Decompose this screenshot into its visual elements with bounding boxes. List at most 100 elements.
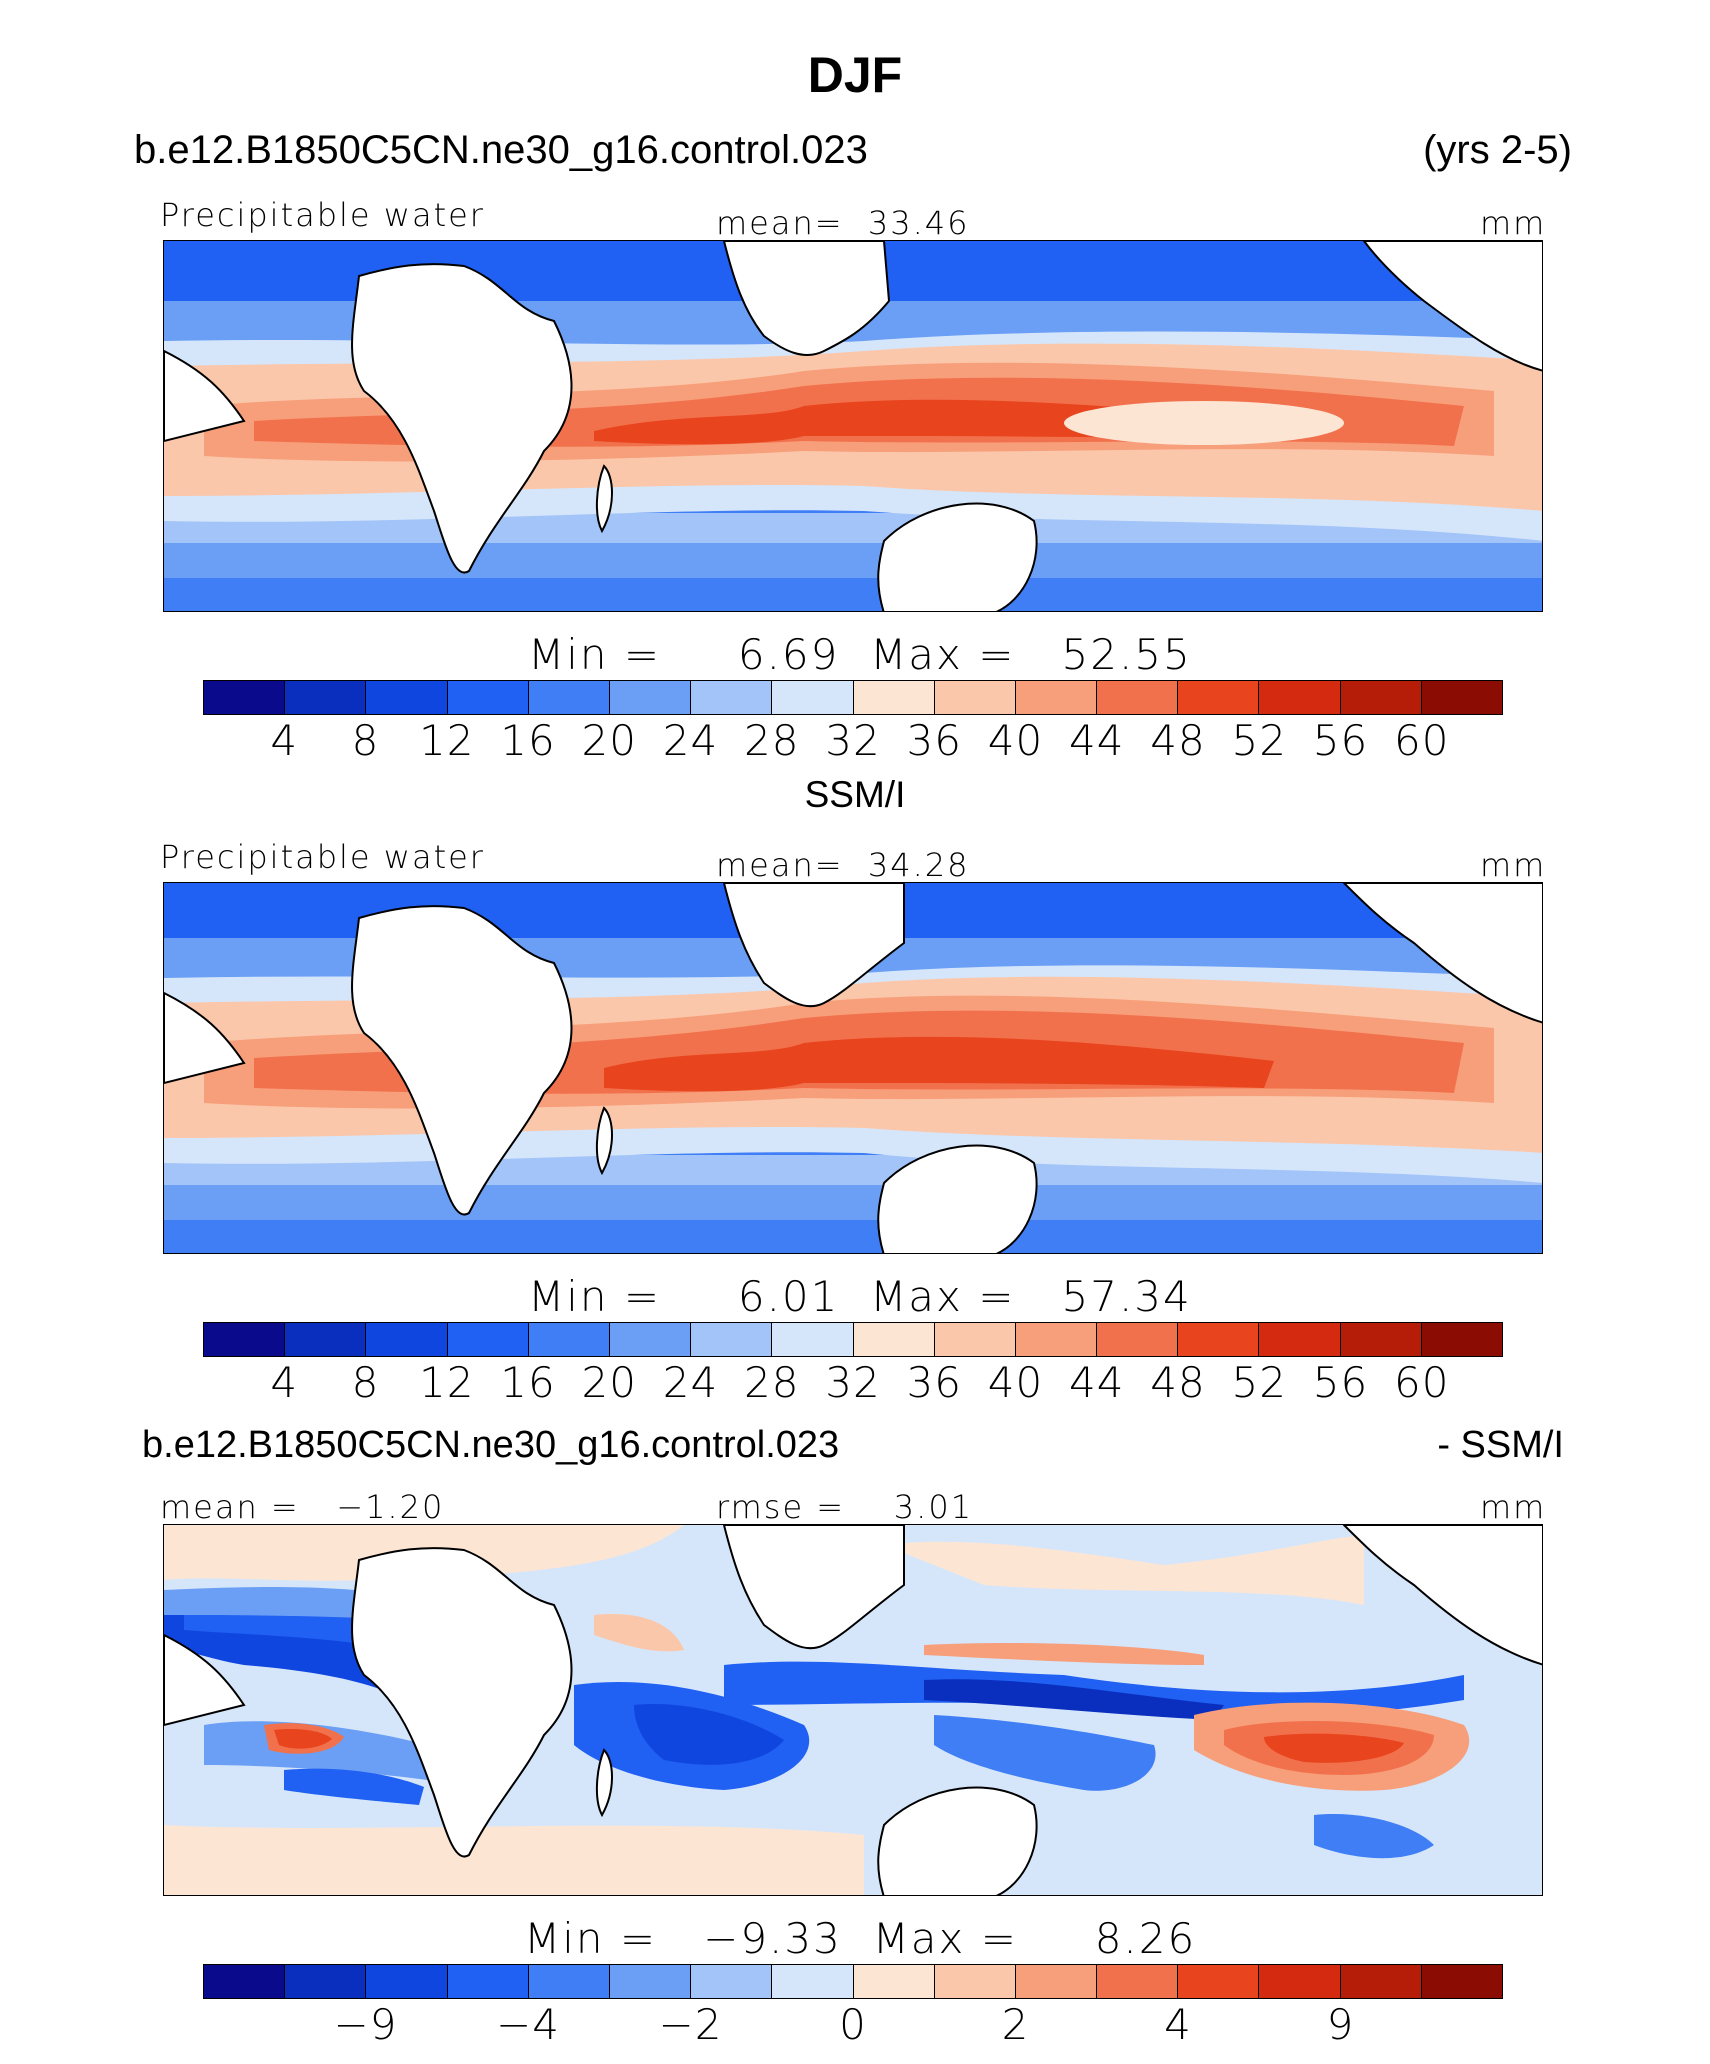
panel1-field <box>164 241 1542 611</box>
colorbar-box <box>609 1323 692 1356</box>
panel3-rmse-value: 3.01 <box>893 1488 974 1526</box>
colorbar-box <box>528 1323 610 1356</box>
panel2-mean: mean= 34.28 <box>716 846 970 884</box>
colorbar-tick-label: −4 <box>496 2000 560 2049</box>
panel1-colorbar <box>203 680 1503 715</box>
panel3-rmse: rmse = 3.01 <box>716 1488 973 1526</box>
colorbar-box <box>204 681 286 714</box>
colorbar-box <box>1097 1965 1179 1998</box>
panel1-variable: Precipitable water <box>160 196 485 234</box>
panel3-units: mm <box>1480 1488 1547 1526</box>
colorbar-box <box>691 681 773 714</box>
panel2-colorbar-ticks: 4 8 12 16 20 24 28 32 36 40 44 48 52 56 60 <box>203 1358 1503 1408</box>
colorbar-box <box>1015 681 1098 714</box>
colorbar-tick-label: 20 <box>581 1358 637 1407</box>
colorbar-box <box>285 1965 367 1998</box>
colorbar-box <box>1015 1965 1098 1998</box>
colorbar-box <box>853 1965 935 1998</box>
colorbar-tick-label: 52 <box>1231 1358 1287 1407</box>
panel3-minmax: Min = −9.33 Max = 8.26 <box>524 1914 1196 1963</box>
colorbar-box <box>447 1965 529 1998</box>
colorbar-tick-label: 32 <box>825 1358 881 1407</box>
colorbar-box <box>1178 681 1260 714</box>
colorbar-tick-label: 52 <box>1231 716 1287 765</box>
colorbar-tick-label: 48 <box>1150 716 1206 765</box>
colorbar-box <box>1421 681 1502 714</box>
colorbar-tick-label: 12 <box>419 1358 475 1407</box>
colorbar-box <box>1097 681 1179 714</box>
colorbar-box <box>1259 1323 1341 1356</box>
colorbar-box <box>1421 1965 1502 1998</box>
colorbar-tick-label: 9 <box>1326 2000 1355 2049</box>
diff-suffix: - SSM/I <box>1437 1424 1564 1466</box>
colorbar-tick-label: −2 <box>658 2000 723 2049</box>
colorbar-box <box>204 1323 286 1356</box>
panel3-mean-label: mean = <box>160 1488 300 1526</box>
colorbar-box <box>1259 681 1341 714</box>
panel2-min-value: 6.01 <box>737 1272 840 1321</box>
panel2-variable: Precipitable water <box>160 838 485 876</box>
colorbar-tick-label: 60 <box>1394 716 1450 765</box>
panel3-mean: mean = −1.20 <box>160 1488 444 1526</box>
panel1-mean-label: mean= <box>716 204 844 242</box>
colorbar-box <box>1340 1965 1422 1998</box>
colorbar-box <box>934 681 1016 714</box>
colorbar-box <box>204 1965 286 1998</box>
colorbar-box <box>772 681 854 714</box>
panel3-max-value: 8.26 <box>1094 1914 1197 1963</box>
colorbar-box <box>366 681 448 714</box>
colorbar-tick-label: 40 <box>987 716 1044 765</box>
colorbar-tick-label: 4 <box>270 716 299 765</box>
colorbar-tick-label: −9 <box>333 2000 398 2049</box>
panel1-max-label: Max = <box>870 630 1016 679</box>
colorbar-box <box>934 1965 1016 1998</box>
colorbar-box <box>1421 1323 1502 1356</box>
panel3-map <box>163 1524 1543 1896</box>
colorbar-box <box>1340 681 1422 714</box>
panel2-colorbar <box>203 1322 1503 1357</box>
colorbar-box <box>447 681 529 714</box>
panel3-field <box>164 1525 1542 1895</box>
colorbar-tick-label: 4 <box>1164 2000 1192 2049</box>
colorbar-box <box>772 1965 854 1998</box>
diff-case-name: b.e12.B1850C5CN.ne30_g16.control.023 <box>142 1424 840 1466</box>
panel2-minmax: Min = 6.01 Max = 57.34 <box>528 1272 1192 1321</box>
panel3-max-label: Max = <box>872 1914 1018 1963</box>
case-name: b.e12.B1850C5CN.ne30_g16.control.023 <box>134 128 868 172</box>
panel2-map <box>163 882 1543 1254</box>
colorbar-box <box>1097 1323 1179 1356</box>
colorbar-box <box>447 1323 529 1356</box>
colorbar-tick-label: 8 <box>351 1358 380 1407</box>
panel3-min-value: −9.33 <box>703 1914 842 1963</box>
panel3-colorbar <box>203 1964 1503 1999</box>
panel1-max-value: 52.55 <box>1061 630 1192 679</box>
colorbar-tick-label: 36 <box>906 716 962 765</box>
panel1-units: mm <box>1480 204 1547 242</box>
colorbar-tick-label: 32 <box>825 716 881 765</box>
colorbar-box <box>691 1965 773 1998</box>
colorbar-tick-label: 16 <box>500 716 556 765</box>
panel2-field <box>164 883 1542 1253</box>
colorbar-tick-label: 56 <box>1312 1358 1369 1407</box>
panel3-mean-value: −1.20 <box>336 1488 445 1526</box>
colorbar-box <box>772 1323 854 1356</box>
colorbar-tick-label: 36 <box>906 1358 962 1407</box>
colorbar-box <box>285 1323 367 1356</box>
colorbar-tick-label: 44 <box>1069 716 1125 765</box>
colorbar-box <box>528 1965 610 1998</box>
panel2-mean-value: 34.28 <box>867 846 970 884</box>
colorbar-box <box>609 1965 692 1998</box>
panel1-mean-value: 33.46 <box>867 204 970 242</box>
colorbar-tick-label: 4 <box>270 1358 299 1407</box>
colorbar-box <box>934 1323 1016 1356</box>
colorbar-tick-label: 24 <box>662 1358 719 1407</box>
panel3-colorbar-ticks: −9 −4 −2 0 2 4 9 <box>203 2000 1503 2050</box>
colorbar-tick-label: 20 <box>581 716 637 765</box>
panel1-minmax: Min = 6.69 Max = 52.55 <box>528 630 1192 679</box>
panel1-map <box>163 240 1543 612</box>
colorbar-box <box>1178 1323 1260 1356</box>
panel3-min-label: Min = <box>524 1914 658 1963</box>
figure-title: DJF <box>807 47 903 103</box>
colorbar-box <box>528 681 610 714</box>
colorbar-box <box>285 681 367 714</box>
